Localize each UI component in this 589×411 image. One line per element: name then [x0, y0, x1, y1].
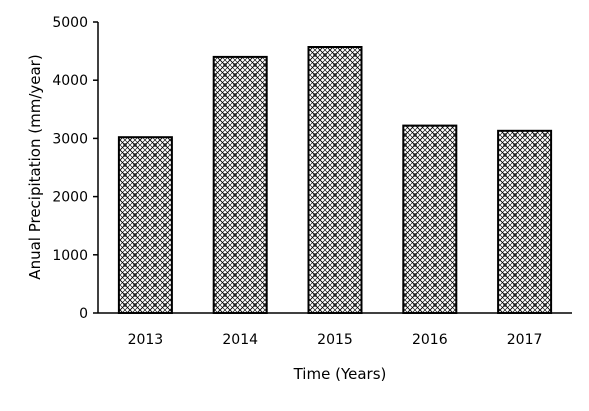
bar-2016: [402, 124, 458, 314]
x-tick-label: 2016: [412, 332, 448, 348]
bars-layer: [117, 46, 553, 315]
y-tick-label: 0: [79, 306, 88, 322]
y-tick-label: 5000: [52, 15, 88, 31]
y-tick-label: 4000: [52, 73, 88, 89]
x-tick-label: 2013: [128, 332, 164, 348]
bar-2014: [212, 55, 268, 315]
y-tick-label: 3000: [52, 131, 88, 147]
y-tick-label: 2000: [52, 190, 88, 206]
bar-2013: [117, 136, 173, 314]
x-axis-title: Time (Years): [293, 365, 387, 383]
bar-2015: [307, 46, 363, 314]
bar-2017: [497, 129, 553, 314]
axes-layer: [97, 22, 572, 314]
x-tick-label: 2015: [317, 332, 353, 348]
x-tick-label: 2014: [222, 332, 258, 348]
x-tick-label: 2017: [507, 332, 543, 348]
x-ticks: 2013 2014 2015 2016 2017: [128, 332, 543, 348]
y-tick-label: 1000: [52, 248, 88, 264]
y-axis-title: Anual Precipitation (mm/year): [26, 54, 44, 279]
y-ticks: 0 1000 2000 3000 4000 5000: [52, 15, 98, 322]
